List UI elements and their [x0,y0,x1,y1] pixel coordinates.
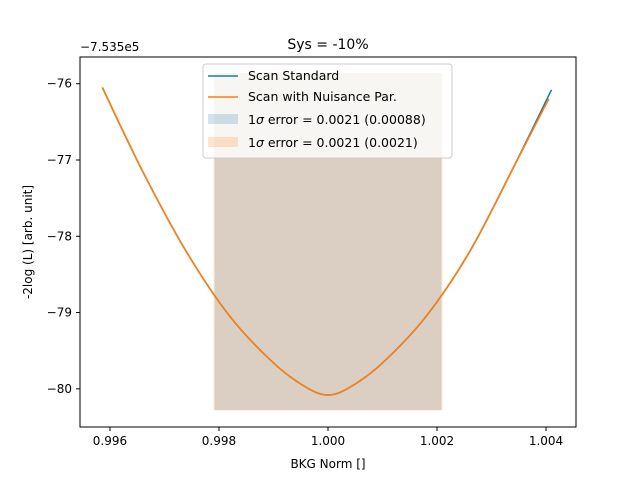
x-tick-label: 0.998 [202,434,236,448]
series-line-1 [101,87,550,396]
y-offset-label: −7.535e5 [80,40,139,54]
legend-label-band-nuisance: 1σ error = 0.0021 (0.0021) [248,135,418,150]
legend-label-standard: Scan Standard [248,68,339,83]
legend-box [202,63,453,159]
y-axis-label: -2log (L) [arb. unit] [21,185,35,299]
x-axis-label: BKG Norm [] [290,457,365,471]
x-tick-label: 1.002 [420,434,454,448]
legend-patch-band-standard [208,114,238,124]
legend-label-band-standard: 1σ error = 0.0021 (0.00088) [248,112,426,127]
legend-patch-band-nuisance [208,137,238,147]
y-tick-label: −80 [47,382,72,396]
legend-label-nuisance: Scan with Nuisance Par. [248,89,397,104]
legend: Scan Standard Scan with Nuisance Par. 1σ… [202,63,453,159]
x-tick-label: 1.004 [529,434,563,448]
y-tick-label: −78 [47,229,72,243]
y-tick-label: −79 [47,306,72,320]
y-tick-label: −77 [47,153,72,167]
x-tick-label: 1.000 [311,434,345,448]
x-tick-label: 0.996 [93,434,127,448]
series-lines [101,87,553,396]
chart-title: Sys = -10% [287,37,368,53]
x-ticks: 0.996 0.998 1.000 1.002 1.004 [93,427,563,448]
y-ticks: −80 −79 −78 −77 −76 [47,77,80,396]
y-tick-label: −76 [47,77,72,91]
